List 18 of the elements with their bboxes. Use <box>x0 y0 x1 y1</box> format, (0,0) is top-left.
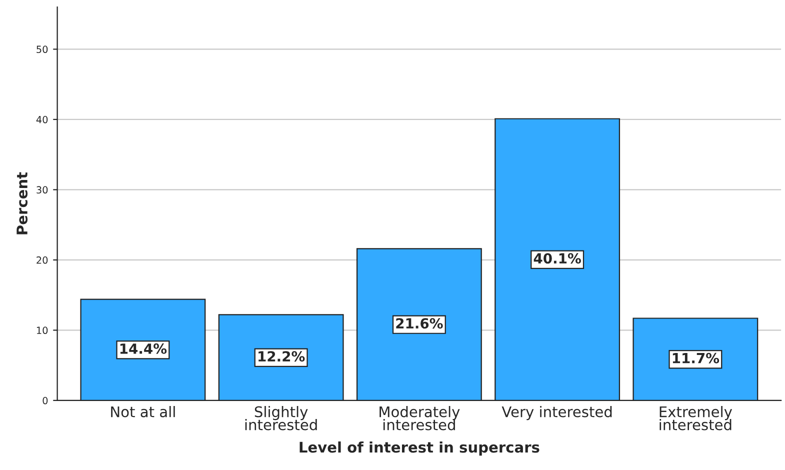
x-tick-label: Very interested <box>502 406 612 420</box>
data-label: 11.7% <box>672 352 720 364</box>
y-tick-label: 20 <box>36 256 48 264</box>
data-label: 21.6% <box>396 318 443 329</box>
y-tick-label: 40 <box>36 116 48 124</box>
data-label: 12.2% <box>258 351 305 362</box>
y-tick-label: 0 <box>42 396 48 404</box>
x-tick-label: Moderately interested <box>380 406 460 430</box>
data-label: 14.4% <box>120 343 167 354</box>
y-tick-label: 10 <box>36 326 48 334</box>
x-axis-title: Level of interest in supercars <box>300 441 540 456</box>
y-tick-label: 30 <box>36 186 48 194</box>
y-tick-label: 50 <box>36 46 48 54</box>
y-axis-title: Percent <box>16 172 28 234</box>
x-tick-label: Extremely interested <box>660 406 732 430</box>
data-label: 40.1% <box>534 253 581 264</box>
x-tick-label: Slightly interested <box>245 406 317 430</box>
x-tick-label: Not at all <box>111 406 175 418</box>
